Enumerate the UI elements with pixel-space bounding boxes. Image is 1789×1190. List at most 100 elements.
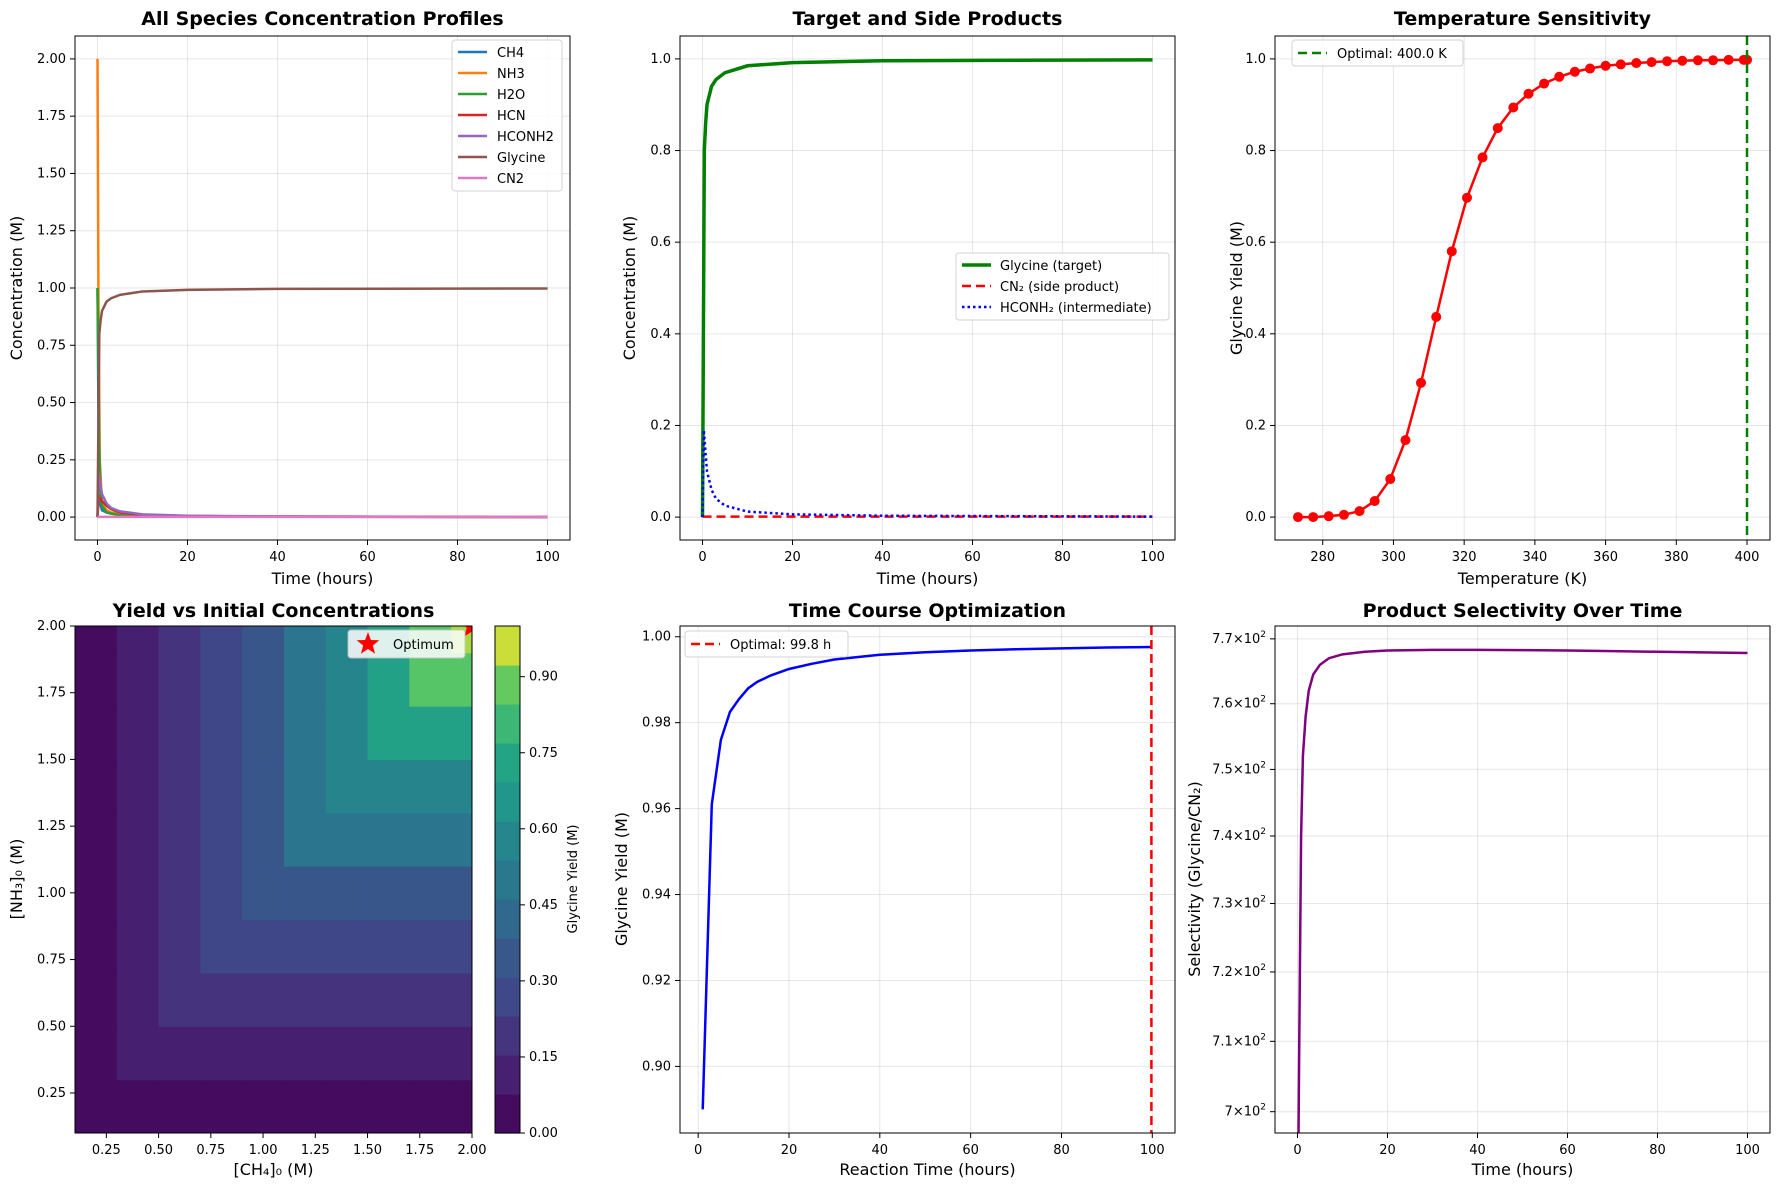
series-lines (1297, 648, 1748, 1133)
contour-cell (283, 972, 327, 1027)
x-tick-label: 80 (1054, 550, 1071, 565)
contour-cell (409, 759, 452, 814)
gridlines (1275, 626, 1770, 1133)
y-tick-label: 1.00 (642, 630, 671, 645)
y-axis-label: Glycine Yield (M) (1227, 221, 1246, 355)
plot-frame (679, 35, 1176, 541)
y-tick-label: 0.98 (642, 716, 671, 731)
colorbar-tick-label: 0.60 (529, 822, 558, 837)
contour-cell (158, 706, 201, 761)
contour-cell (75, 626, 118, 654)
x-axis-label: Time (hours) (876, 569, 979, 588)
contour-cell (158, 812, 201, 867)
data-point (1323, 511, 1334, 522)
data-point (1461, 192, 1472, 203)
y-ticks: 0.0 0.2 0.4 0.6 0.8 1.0 (1245, 52, 1275, 525)
series-lines (96, 58, 548, 519)
contour-cell (200, 919, 243, 974)
y-axis-label: Concentration (M) (7, 216, 26, 361)
x-tick-label: 1.25 (301, 1143, 330, 1158)
y-tick-label: 0.96 (642, 802, 671, 817)
x-tick-label: 100 (1735, 1143, 1760, 1158)
y-tick-label: 0.4 (1245, 327, 1266, 342)
panel-time-course: Time Course Optimization 0 20 40 60 80 100 0.… (612, 600, 1176, 1179)
y-axis-label: [NH₃]₀ (M) (7, 839, 26, 920)
contour-cell (325, 1079, 369, 1133)
contour-cell (75, 1026, 118, 1081)
x-ticks: 0 20 40 60 80 100 (1293, 1133, 1760, 1158)
contour-cell (325, 652, 369, 707)
legend-label: Glycine (target) (1000, 259, 1102, 274)
colorbar-segment (495, 1094, 520, 1134)
x-axis-label: Temperature (K) (1457, 569, 1587, 588)
contour-cell (242, 1026, 285, 1081)
colorbar-tick-label: 0.15 (529, 1050, 558, 1065)
legend-star (356, 632, 380, 654)
series-line (700, 58, 1153, 518)
contour-cell (158, 652, 201, 707)
x-tick-label: 20 (179, 550, 196, 565)
contour-cell (409, 812, 452, 867)
data-point (1431, 311, 1442, 322)
x-axis-label: Time (hours) (271, 569, 374, 588)
contour-cell (200, 759, 243, 814)
colorbar-tick-label: 0.45 (529, 898, 558, 913)
optimum-marker (464, 626, 472, 637)
y-tick-label: 0.2 (1245, 418, 1266, 433)
x-tick-label: 300 (1381, 550, 1406, 565)
y-tick-label: 0.6 (1245, 235, 1266, 250)
x-tick-label: 40 (1469, 1143, 1486, 1158)
contour-cell (200, 812, 243, 867)
x-tick-label: 100 (1140, 1143, 1165, 1158)
contour-cell (283, 919, 327, 974)
series-lines (700, 58, 1153, 518)
contour-cell (242, 652, 285, 707)
contour-cell (283, 866, 327, 921)
y-tick-label: 1.00 (37, 281, 66, 296)
contour-cell (116, 1079, 160, 1133)
x-tick-label: 1.50 (353, 1143, 382, 1158)
optimum-star (464, 626, 472, 637)
y-tick-label: 1.50 (37, 752, 66, 767)
contour-cell (325, 919, 369, 974)
colorbar: 0.00 0.15 0.30 0.45 0.60 0.75 0.90 (494, 625, 558, 1141)
contour-cell (283, 1026, 327, 1081)
series-line (701, 429, 1153, 518)
colorbar-segment (495, 1055, 520, 1095)
y-tick-exponent: 2 (1260, 630, 1266, 640)
y-ticks: 0.0 0.2 0.4 0.6 0.8 1.0 (650, 52, 680, 525)
data-point (1723, 54, 1734, 65)
panel-yield-contour: Yield vs Initial Concentrations 0.25 0.50… (7, 600, 581, 1179)
contour-cell (283, 626, 327, 654)
y-tick-label: 0.94 (642, 888, 671, 903)
data-point (1477, 152, 1488, 163)
contour-cell (367, 759, 410, 814)
chart-title: Target and Side Products (793, 8, 1063, 30)
colorbar-segment (495, 821, 520, 861)
data-point (1692, 55, 1703, 66)
x-tick-label: 80 (1053, 1143, 1070, 1158)
data-point (1308, 512, 1319, 523)
y-tick-label: 7.7×102 (1212, 630, 1266, 647)
legend: CH4 NH3 H2O HCN HCONH2 Glycine CN2 (451, 39, 563, 192)
chart-title: Product Selectivity Over Time (1363, 600, 1683, 622)
contour-cell (200, 866, 243, 921)
panel-target-side-products: Target and Side Products 0 20 40 60 80 100 0.… (620, 8, 1176, 588)
y-tick-label: 0.50 (37, 396, 66, 411)
data-point (1523, 88, 1534, 99)
y-ticks: 7×102 7.1×102 7.2×102 7.3×102 7.4×102 7.5×102… (1212, 630, 1275, 1120)
legend-label: HCONH2 (497, 130, 554, 145)
series-lines (701, 626, 1153, 1133)
y-tick-exponent: 2 (1260, 760, 1266, 770)
x-tick-label: 60 (964, 550, 981, 565)
x-tick-label: 1.75 (405, 1143, 434, 1158)
data-point (1554, 71, 1565, 82)
data-point (1369, 496, 1380, 507)
x-ticks: 0 20 40 60 80 100 (93, 540, 560, 565)
y-axis-label: Concentration (M) (620, 216, 639, 361)
legend-label: HCN (497, 109, 526, 124)
legend-label: Optimal: 99.8 h (730, 638, 831, 653)
contour-cell (75, 919, 118, 974)
chart-title: All Species Concentration Profiles (141, 8, 504, 30)
contour-cell (367, 812, 410, 867)
